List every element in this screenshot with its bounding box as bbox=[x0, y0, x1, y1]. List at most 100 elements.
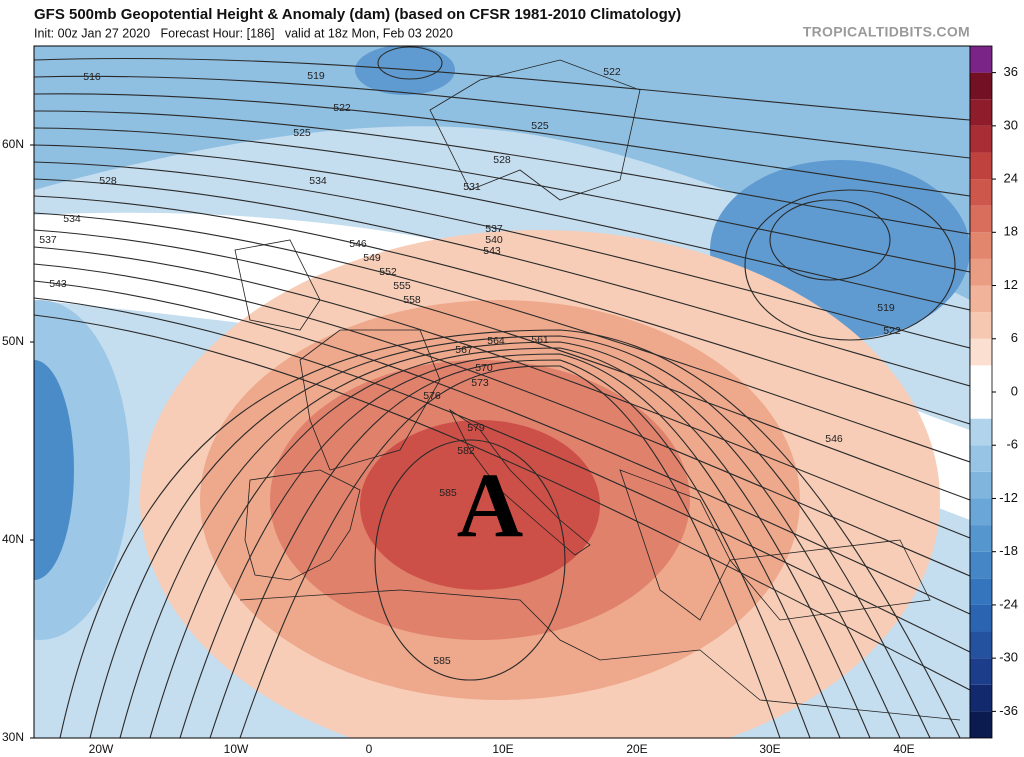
anomaly-north-low bbox=[355, 46, 455, 95]
longitude-label: 20E bbox=[626, 742, 647, 756]
colorbar-band bbox=[970, 285, 992, 313]
colorbar-tick-label: -12 bbox=[999, 490, 1018, 505]
contour-label: 525 bbox=[293, 127, 311, 139]
colorbar-band bbox=[970, 631, 992, 659]
colorbar-band bbox=[970, 232, 992, 259]
contour-label: 567 bbox=[455, 344, 473, 356]
coastlines bbox=[234, 59, 961, 721]
contour-line bbox=[374, 439, 566, 681]
colorbar-tick-label: -36 bbox=[999, 703, 1018, 718]
colorbar-band bbox=[970, 445, 992, 472]
longitude-label: 0 bbox=[366, 742, 373, 756]
map-field bbox=[34, 46, 970, 738]
contour-label: 528 bbox=[493, 154, 511, 166]
colorbar-band bbox=[970, 471, 992, 499]
contour-label: 534 bbox=[309, 175, 327, 187]
contour-label: 516 bbox=[83, 71, 101, 83]
coast-balkans bbox=[619, 469, 731, 621]
contour-line bbox=[34, 144, 970, 311]
colorbar-tick-label: 36 bbox=[1004, 64, 1018, 79]
contour-line bbox=[34, 229, 970, 501]
contour-label: 558 bbox=[403, 294, 421, 306]
contour-line bbox=[89, 335, 931, 738]
colorbar-band bbox=[970, 392, 992, 419]
title: GFS 500mb Geopotential Height & Anomaly … bbox=[34, 6, 681, 23]
contour-line bbox=[744, 189, 956, 341]
colorbar-band bbox=[970, 46, 992, 73]
contour-label: 564 bbox=[487, 335, 505, 347]
contour-label: 540 bbox=[485, 234, 503, 246]
colorbar-band bbox=[970, 205, 992, 233]
contour-line bbox=[377, 46, 443, 80]
colorbar: 36 30 24 18 12 6 0 -6 -12 -18 -24 -30 -36 bbox=[969, 45, 1018, 739]
contour-label: 585 bbox=[439, 487, 457, 499]
colorbar-band bbox=[970, 551, 992, 579]
coast-france bbox=[299, 329, 441, 471]
brand: TROPICALTIDBITS.COM bbox=[803, 24, 970, 40]
contour-label: 549 bbox=[363, 252, 381, 264]
contour-label: 537 bbox=[485, 223, 503, 235]
contour-line bbox=[34, 195, 970, 425]
contour-line bbox=[34, 110, 970, 235]
contour-label: 522 bbox=[883, 325, 901, 337]
contour-label: 528 bbox=[99, 175, 117, 187]
longitude-label: 10W bbox=[224, 742, 249, 756]
colorbar-tick-label: 12 bbox=[1004, 277, 1018, 292]
coast-italy bbox=[448, 408, 591, 556]
high-pressure-marker: A bbox=[457, 454, 523, 556]
contour-line bbox=[34, 297, 970, 653]
longitude-label: 10E bbox=[492, 742, 513, 756]
colorbar-tick-label: 30 bbox=[1004, 117, 1018, 132]
anomaly-ridge-core bbox=[360, 420, 600, 590]
contour-label: 531 bbox=[463, 181, 481, 193]
contour-label: 522 bbox=[603, 66, 621, 78]
contour-label: 546 bbox=[349, 238, 367, 250]
colorbar-tick-label: -18 bbox=[999, 543, 1018, 558]
coast-iberia bbox=[244, 469, 361, 581]
contour-line bbox=[34, 178, 970, 387]
anomaly-north bbox=[34, 46, 970, 300]
subtitle: Init: 00z Jan 27 2020 Forecast Hour: [18… bbox=[34, 26, 453, 40]
colorbar-band bbox=[970, 99, 992, 126]
colorbar-tick-label: 6 bbox=[1011, 330, 1018, 345]
contour-label: 534 bbox=[63, 213, 81, 225]
colorbar-band bbox=[970, 312, 992, 339]
contour-line bbox=[34, 246, 970, 539]
contour-line bbox=[34, 161, 970, 349]
contour-label: 570 bbox=[475, 362, 493, 374]
coast-scandinavia bbox=[429, 59, 641, 201]
longitude-label: 40E bbox=[893, 742, 914, 756]
contour-line bbox=[34, 75, 970, 159]
contour-line bbox=[239, 365, 781, 738]
colorbar-tick-label: -30 bbox=[999, 650, 1018, 665]
colorbar-band bbox=[970, 418, 992, 446]
contour-label: 525 bbox=[531, 120, 549, 132]
colorbar-tick-label: -24 bbox=[999, 596, 1018, 611]
contour-label: 579 bbox=[467, 422, 485, 434]
coast-britain bbox=[234, 239, 321, 331]
colorbar-band bbox=[970, 684, 992, 712]
contour-label: 582 bbox=[457, 445, 475, 457]
latitude-label: 60N bbox=[2, 137, 24, 151]
colorbar-band bbox=[970, 525, 992, 552]
contour-label: 576 bbox=[423, 390, 441, 402]
longitude-label: 20W bbox=[89, 742, 114, 756]
latitude-label: 30N bbox=[2, 730, 24, 744]
colorbar-tick-label: -6 bbox=[1006, 437, 1018, 452]
contour-line bbox=[34, 314, 970, 691]
colorbar-band bbox=[970, 258, 992, 286]
contour-label: 555 bbox=[393, 280, 411, 292]
contour-line bbox=[34, 280, 970, 615]
anomaly-west-core bbox=[34, 360, 74, 580]
contour-line bbox=[769, 199, 891, 281]
colorbar-band bbox=[970, 604, 992, 632]
colorbar-band bbox=[970, 152, 992, 180]
colorbar-band bbox=[970, 72, 992, 100]
contour-line bbox=[34, 57, 970, 121]
contour-label: 519 bbox=[877, 302, 895, 314]
colorbar-tick-label: 24 bbox=[1004, 171, 1018, 186]
colorbar-band bbox=[970, 578, 992, 605]
colorbar-band bbox=[970, 498, 992, 526]
colorbar-tick-label: 0 bbox=[1011, 383, 1018, 398]
